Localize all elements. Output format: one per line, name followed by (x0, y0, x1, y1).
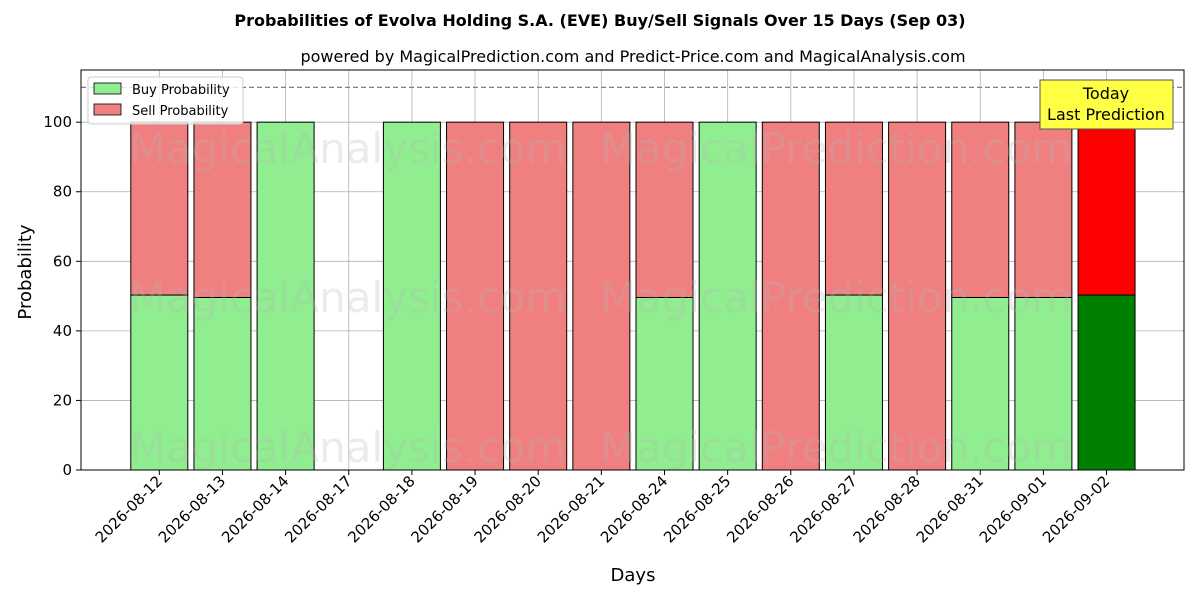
bar-sell (130, 121, 189, 296)
bar-sell (572, 121, 631, 471)
y-tick-label: 100 (43, 113, 72, 131)
x-tick-label: 2026-08-19 (407, 472, 481, 546)
legend-box (87, 76, 244, 125)
x-tick-label: 2026-08-20 (471, 472, 545, 546)
y-axis: 0 20 40 60 80 100 (43, 113, 81, 479)
bar-buy (1077, 294, 1136, 471)
y-tick-label: 20 (53, 391, 72, 409)
x-tick-label: 2026-08-17 (281, 472, 355, 546)
x-tick-label: 2026-08-26 (723, 472, 797, 546)
bar-sell (951, 121, 1010, 298)
bar-sell (761, 121, 820, 471)
watermark-text: MagicalPrediction.com (600, 124, 1073, 173)
plot-frame (80, 69, 1185, 471)
bar-sell (509, 121, 568, 471)
x-tick-label: 2026-09-02 (1039, 472, 1113, 546)
x-tick-label: 2026-08-25 (660, 472, 734, 546)
bar-sell (446, 121, 505, 471)
y-tick-label: 60 (53, 252, 72, 270)
y-axis-label: Probability (15, 224, 36, 319)
y-tick-label: 80 (53, 183, 72, 201)
watermarks: MagicalAnalysis.com MagicalPrediction.com… (130, 124, 1073, 472)
bar-sell (1077, 121, 1136, 296)
y-tick-label: 40 (53, 322, 72, 340)
bars (130, 121, 1136, 471)
y-tick-label: 0 (62, 461, 72, 479)
x-tick-label: 2026-08-14 (218, 472, 292, 546)
annotation-line2: Last Prediction (1047, 105, 1165, 124)
annotation-box (1039, 79, 1174, 130)
chart-subtitle: powered by MagicalPrediction.com and Pre… (300, 47, 965, 66)
x-tick-label: 2026-08-18 (344, 472, 418, 546)
bar-buy (193, 296, 252, 471)
legend-swatch-sell (93, 103, 122, 116)
bar-buy (1014, 296, 1073, 471)
x-tick-label: 2026-08-28 (850, 472, 924, 546)
x-tick-label: 2026-09-01 (976, 472, 1050, 546)
bar-buy (951, 296, 1010, 471)
annotation-line1: Today (1082, 84, 1129, 103)
watermark-text: MagicalAnalysis.com (130, 423, 567, 472)
watermark-text: MagicalPrediction.com (600, 273, 1073, 322)
bar-buy (824, 294, 883, 471)
x-tick-label: 2026-08-24 (597, 472, 671, 546)
bar-buy (256, 121, 315, 471)
legend-label-sell: Sell Probability (132, 104, 229, 119)
x-tick-label: 2026-08-12 (92, 472, 166, 546)
bar-sell (635, 121, 694, 298)
x-tick-label: 2026-08-27 (786, 472, 860, 546)
watermark-text: MagicalPrediction.com (600, 423, 1073, 472)
chart-title: Probabilities of Evolva Holding S.A. (EV… (234, 11, 965, 30)
bar-buy (698, 121, 757, 471)
x-axis: 2026-08-122026-08-132026-08-142026-08-17… (92, 470, 1113, 546)
bar-sell (1014, 121, 1073, 298)
legend: Buy Probability Sell Probability (87, 76, 244, 125)
legend-label-buy: Buy Probability (132, 83, 230, 98)
x-tick-label: 2026-08-21 (534, 472, 608, 546)
bar-sell (888, 121, 947, 471)
bar-buy (635, 296, 694, 471)
today-annotation: Today Last Prediction (1039, 79, 1174, 130)
x-axis-label: Days (611, 565, 656, 586)
bar-buy (382, 121, 441, 471)
watermark-text: MagicalAnalysis.com (130, 273, 567, 322)
bar-sell (824, 121, 883, 296)
x-tick-label: 2026-08-31 (913, 472, 987, 546)
legend-swatch-buy (93, 82, 122, 95)
x-tick-label: 2026-08-13 (155, 472, 229, 546)
watermark-text: MagicalAnalysis.com (130, 124, 567, 173)
